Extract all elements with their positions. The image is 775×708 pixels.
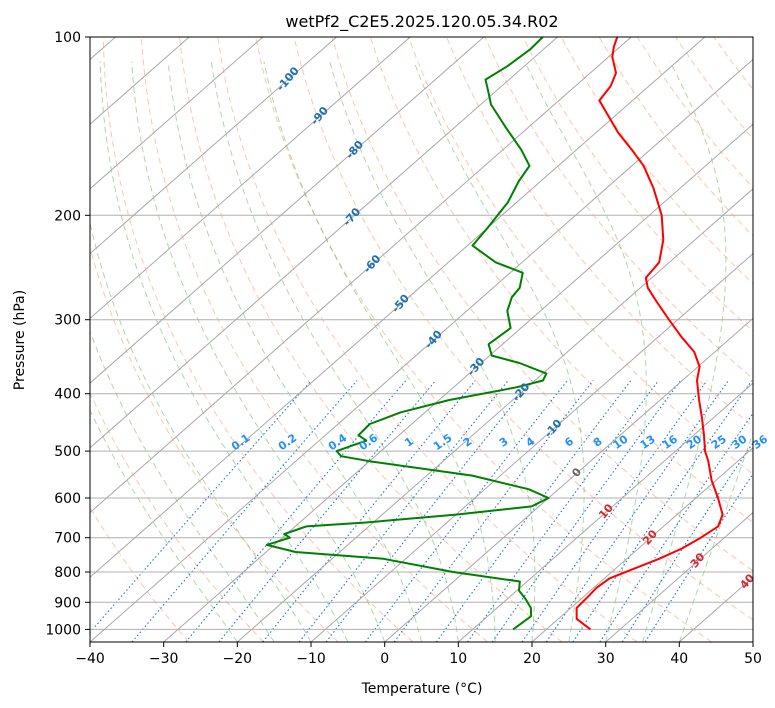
grid-lines — [90, 37, 753, 642]
mixing-ratio-line — [262, 380, 476, 642]
dry-adiabat — [90, 245, 339, 642]
isotherm — [90, 37, 485, 384]
mixing-ratio-line — [491, 380, 682, 642]
x-tick-label: 20 — [523, 651, 541, 667]
y-tick-label: 900 — [54, 595, 81, 611]
y-tick-label: 400 — [54, 387, 81, 403]
moist-adiabat — [90, 329, 275, 642]
isotherm — [90, 37, 411, 320]
isotherm — [90, 37, 337, 255]
moist-adiabat — [210, 61, 459, 642]
mixing-ratio-line — [644, 472, 753, 642]
isotherm — [90, 37, 632, 514]
mixing-ratio-line — [364, 380, 568, 642]
dry-adiabat — [140, 37, 488, 642]
chart-title: wetPf2_C2E5.2025.120.05.34.R02 — [285, 12, 558, 32]
mixing-ratio-line — [298, 380, 509, 642]
isotherm — [457, 382, 753, 642]
y-tick-label: 100 — [54, 30, 81, 46]
x-tick-label: −40 — [75, 651, 105, 667]
y-tick-label: 200 — [54, 208, 81, 224]
isotherm — [605, 511, 753, 642]
moist-adiabat — [90, 409, 238, 642]
moist-adiabat — [131, 61, 386, 642]
y-tick-label: 700 — [54, 531, 81, 547]
moist-adiabat — [99, 61, 349, 642]
moist-adiabat — [642, 61, 727, 642]
y-tick-label: 800 — [54, 565, 81, 581]
y-tick-label: 600 — [54, 491, 81, 507]
isotherm — [90, 37, 706, 578]
isotherm — [90, 37, 264, 190]
plot-frame — [89, 36, 754, 643]
moist-adiabat — [678, 431, 753, 642]
dry-adiabat — [90, 506, 190, 642]
isotherm — [310, 252, 753, 642]
mixing-ratio-line — [218, 380, 437, 642]
dry-adiabat — [179, 37, 563, 642]
x-tick-label: −20 — [223, 651, 253, 667]
moist-adiabat — [167, 61, 422, 642]
temperature-line — [575, 37, 724, 631]
data-lines — [265, 37, 724, 631]
moist-adiabat — [90, 221, 312, 642]
x-tick-label: −30 — [149, 651, 179, 667]
mixing-ratio-line — [131, 380, 358, 642]
mixing-ratio-line — [185, 380, 407, 642]
mixing-ratio-line — [621, 441, 753, 642]
mixing-ratio-line — [467, 380, 660, 642]
isotherm — [531, 447, 753, 642]
x-tick-label: 40 — [670, 651, 688, 667]
y-tick-label: 500 — [54, 444, 81, 460]
x-tick-label: 0 — [380, 651, 389, 667]
dry-adiabat — [293, 37, 753, 621]
x-tick-label: 30 — [597, 651, 615, 667]
dry-adiabat — [331, 37, 753, 572]
background-lines — [90, 37, 753, 642]
y-tick-label: 300 — [54, 313, 81, 329]
x-axis-title: Temperature (°C) — [361, 681, 483, 697]
mixing-ratio-line — [393, 380, 594, 642]
y-tick-label: 1000 — [45, 622, 81, 638]
isotherm — [90, 37, 558, 449]
mixing-ratio-line — [521, 380, 708, 642]
isotherm — [236, 188, 753, 642]
y-axis-title: Pressure (hPa) — [12, 290, 28, 390]
x-tick-label: −10 — [296, 651, 326, 667]
mixing-ratio-line — [325, 380, 533, 642]
dewpoint-line — [265, 37, 550, 631]
moist-adiabat — [413, 61, 585, 642]
x-axis: −40 −30 −20 −10 0 10 20 30 40 50 — [75, 642, 762, 667]
y-axis: 100 200 300 400 500 600 700 800 900 1000 — [45, 30, 90, 638]
isotherm — [384, 317, 753, 642]
x-tick-label: 10 — [449, 651, 467, 667]
x-tick-label: 50 — [744, 651, 762, 667]
moist-adiabat — [524, 61, 647, 642]
isotherm — [90, 58, 753, 642]
moist-adiabat — [263, 61, 496, 642]
